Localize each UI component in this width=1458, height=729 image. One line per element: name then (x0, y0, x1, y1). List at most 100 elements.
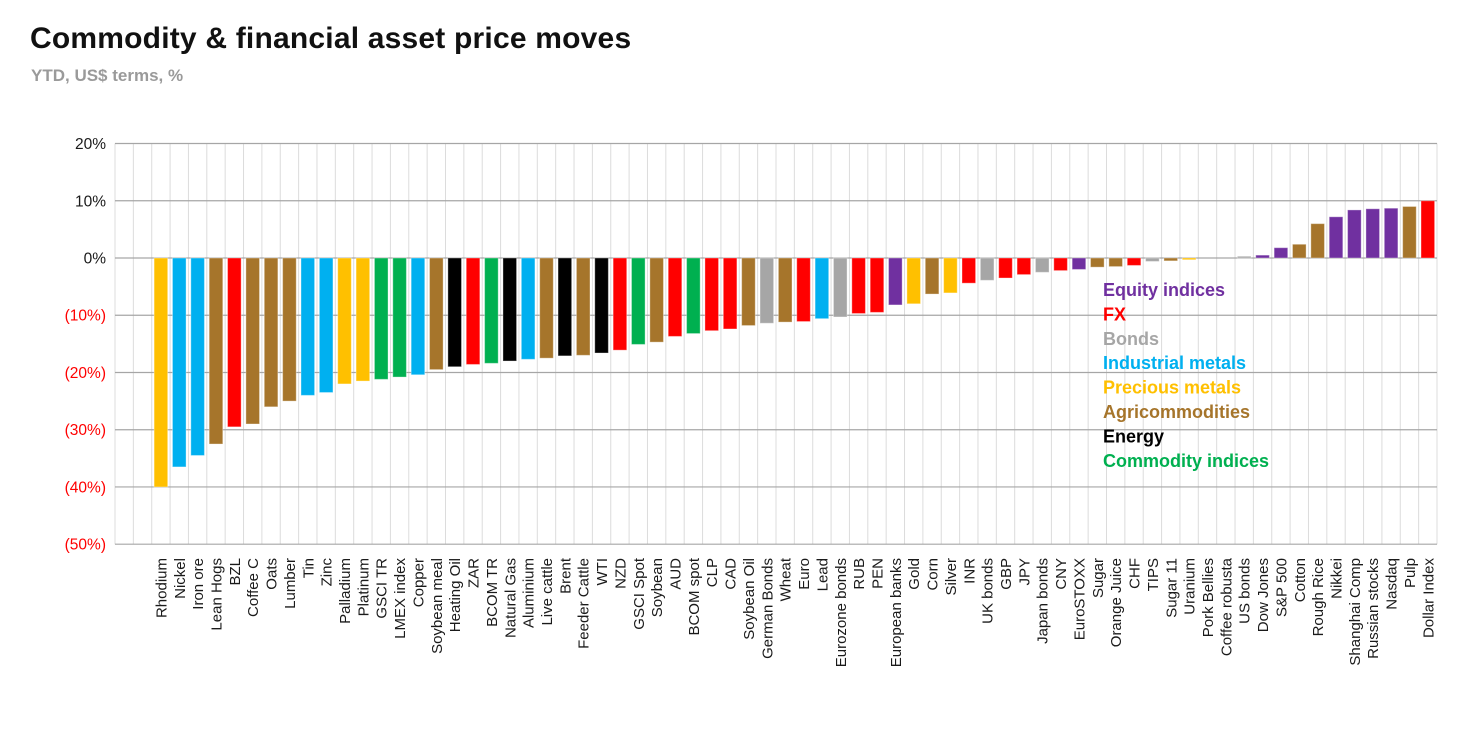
bar (1181, 257, 1197, 261)
x-axis-label: Russian stocks (1365, 558, 1382, 659)
x-axis-label: Gold (906, 558, 923, 590)
x-axis-label: Euro (796, 558, 813, 590)
legend-item: FX (1103, 304, 1126, 324)
x-axis-label: Eurozone bonds (833, 558, 850, 667)
x-axis-label: WTI (594, 558, 611, 586)
bar (1383, 207, 1399, 259)
bar (906, 257, 922, 305)
x-axis-label: Oats (264, 558, 281, 590)
bar (704, 257, 720, 332)
x-axis-label: Soybean meal (429, 558, 446, 654)
bar (1016, 257, 1032, 276)
legend-item: Equity indices (1103, 280, 1225, 300)
x-axis-label: Coffee C (245, 558, 262, 617)
bar (171, 257, 187, 468)
legend-item: Bonds (1103, 329, 1159, 349)
bar (429, 257, 444, 371)
bar (741, 257, 756, 327)
legend-item: Industrial metals (1103, 353, 1246, 373)
x-axis-label: Nickel (172, 558, 189, 599)
y-tick-label: (20%) (65, 365, 106, 382)
bar (539, 257, 554, 359)
bar (888, 257, 903, 306)
bar (943, 257, 958, 294)
y-tick-label: 0% (84, 251, 107, 268)
x-axis-label: Feeder Cattle (576, 558, 593, 649)
bars (153, 200, 1436, 488)
x-axis-label: Rough Rice (1310, 558, 1327, 636)
bar (1145, 257, 1160, 262)
bar (1273, 247, 1289, 259)
bar (686, 257, 701, 335)
bar (282, 257, 297, 402)
bar (1053, 257, 1068, 272)
x-axis-label: Natural Gas (502, 558, 519, 638)
x-axis-label: German Bonds (759, 558, 776, 659)
x-axis-label: Live cattle (539, 558, 556, 626)
legend: Equity indices FX Bonds Industrial metals Pr… (1103, 280, 1269, 471)
x-axis-label: Pulp (1402, 558, 1419, 588)
bar (1163, 257, 1179, 262)
bar (851, 257, 866, 315)
x-axis-label: Aluminium (521, 558, 538, 628)
x-axis-label: JPY (1016, 558, 1033, 586)
x-axis-label: BCOM spot (686, 557, 703, 635)
chart-title: Commodity & financial asset price moves (30, 22, 632, 55)
y-tick-label: (10%) (65, 308, 106, 325)
bar (1365, 208, 1381, 259)
legend-item: Agricommodities (1103, 402, 1250, 422)
x-axis-label: Soybean (649, 558, 666, 617)
x-axis-label: Heating Oil (447, 558, 464, 632)
x-axis-label: GSCI Spot (631, 557, 648, 630)
x-axis-label: Brent (557, 557, 574, 594)
x-axis-label: AUD (668, 558, 685, 590)
bar (153, 257, 169, 488)
x-axis-label: BZL (227, 558, 244, 586)
x-axis-label: INR (961, 558, 978, 584)
bar (318, 257, 334, 394)
x-axis-label: Silver (943, 558, 960, 596)
bar (1420, 200, 1436, 259)
x-axis-labels: Rhodium Nickel Iron ore Lean Hogs BZL Coffee … (153, 557, 1437, 667)
x-axis-label: Shanghai Comp (1347, 558, 1364, 666)
x-axis-label: Orange Juice (1108, 558, 1125, 647)
x-axis-label: PEN (869, 558, 886, 589)
bar (355, 257, 371, 382)
x-axis-label: NZD (612, 558, 629, 589)
y-tick-label: (30%) (65, 422, 106, 439)
bar (594, 257, 609, 354)
x-axis-label: Sugar (1090, 558, 1107, 598)
bar (1108, 257, 1123, 268)
legend-item: Precious metals (1103, 378, 1241, 398)
x-axis-label: Sugar 11 (1163, 558, 1180, 618)
bar (392, 257, 407, 378)
x-axis-label: Dollar Index (1420, 558, 1437, 639)
bar (1071, 257, 1087, 270)
bar (1034, 257, 1050, 273)
bar (1090, 257, 1105, 268)
y-tick-label: (50%) (65, 537, 106, 554)
bar (612, 257, 628, 351)
bar (924, 257, 940, 295)
x-axis-label: RUB (851, 558, 868, 590)
x-axis-label: UK bonds (980, 558, 997, 624)
bar (465, 257, 481, 365)
x-axis-label: CNY (1053, 558, 1070, 590)
bar (667, 257, 683, 337)
bar (190, 257, 205, 456)
x-axis-label: GBP (998, 558, 1015, 590)
bar (1402, 205, 1417, 259)
bar (208, 257, 224, 445)
x-axis-label: BCOM TR (484, 558, 501, 627)
y-axis-labels: 20% 10% 0% (10%) (20%) (30%) (40%) (50%) (65, 136, 107, 554)
x-axis-label: CHF (1127, 558, 1144, 589)
x-axis-label: EuroSTOXX (1071, 558, 1088, 640)
bar (410, 257, 426, 376)
x-axis-label: Lean Hogs (208, 558, 225, 631)
bar (649, 257, 664, 343)
bar (227, 257, 242, 428)
vertical-gridlines (114, 143, 1438, 545)
x-axis-label: Corn (925, 558, 942, 591)
